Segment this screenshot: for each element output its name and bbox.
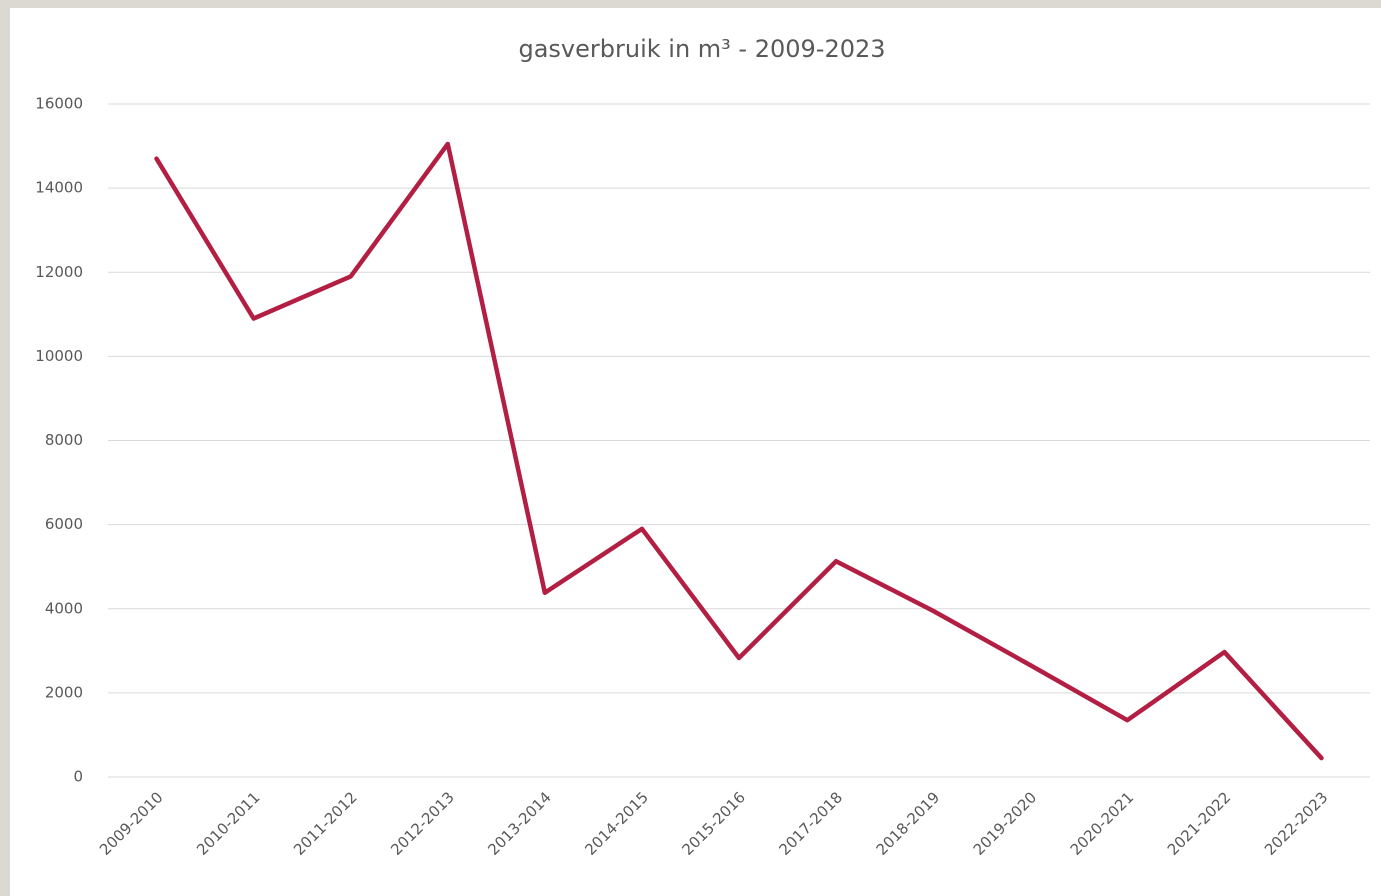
y-tick-label: 2000	[45, 683, 83, 701]
y-tick-label: 14000	[35, 179, 83, 197]
y-tick-label: 12000	[35, 263, 83, 281]
y-tick-label: 4000	[45, 599, 83, 617]
y-tick-label: 0	[73, 768, 83, 786]
data-line	[154, 141, 1324, 761]
y-tick-label: 8000	[45, 431, 83, 449]
chart-area	[10, 8, 1381, 896]
y-tick-label: 10000	[35, 347, 83, 365]
chart-title: gasverbruik in m³ - 2009-2023	[518, 35, 885, 63]
y-tick-label: 6000	[45, 515, 83, 533]
y-tick-label: 16000	[35, 95, 83, 113]
